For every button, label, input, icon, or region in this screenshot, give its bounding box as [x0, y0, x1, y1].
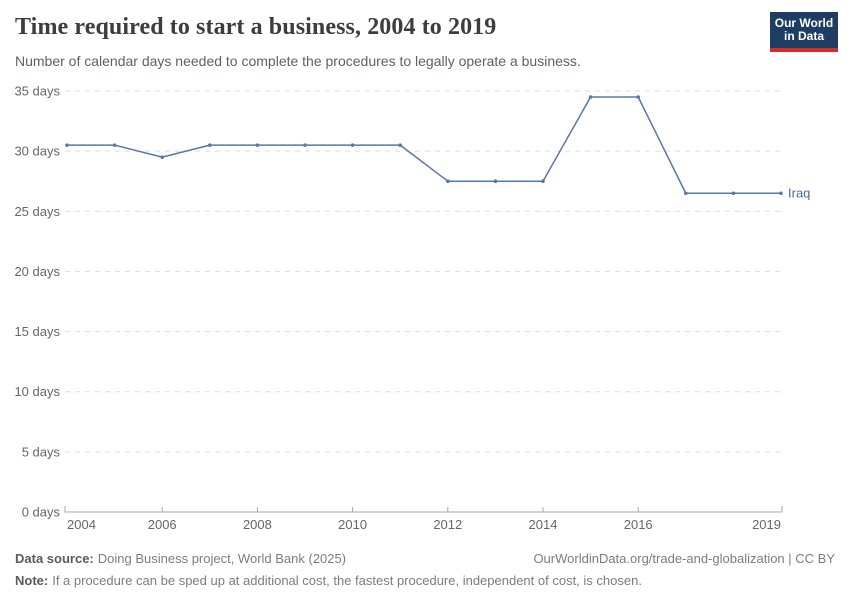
x-tick-label: 2010	[338, 517, 367, 532]
data-point[interactable]	[255, 143, 260, 147]
y-tick-label: 0 days	[22, 505, 61, 520]
data-line[interactable]	[66, 96, 782, 194]
y-tick-label: 25 days	[14, 204, 60, 219]
y-tick-label: 35 days	[14, 84, 60, 99]
x-tick-label: 2014	[529, 517, 558, 532]
owid-logo: Our World in Data	[770, 12, 838, 52]
x-tick-label: 2012	[433, 517, 462, 532]
data-point[interactable]	[65, 143, 69, 147]
x-tick-label: 2019	[752, 517, 781, 532]
data-point[interactable]	[493, 179, 498, 184]
chart-note-label: Note:	[15, 573, 49, 588]
y-tick-label: 30 days	[14, 144, 60, 159]
x-tick-label: 2008	[243, 517, 272, 532]
data-point[interactable]	[446, 179, 450, 184]
data-point[interactable]	[112, 143, 117, 147]
owid-logo-line1: Our World	[774, 16, 834, 30]
x-tick-label: 2004	[67, 517, 96, 532]
data-source-text: Doing Business project, World Bank (2025…	[97, 551, 347, 566]
x-tick-label: 2016	[624, 517, 653, 532]
data-source: Data source: Doing Business project, Worl…	[15, 551, 346, 566]
data-point[interactable]	[160, 155, 164, 159]
owid-url-license: OurWorldinData.org/trade-and-globalizati…	[533, 551, 835, 566]
x-axis-line	[64, 506, 783, 513]
chart-note: Note: If a procedure can be sped up at ad…	[15, 573, 835, 588]
series-end-label[interactable]: Iraq	[788, 186, 810, 201]
y-tick-label: 10 days	[14, 384, 60, 399]
data-point[interactable]	[779, 191, 783, 196]
data-point[interactable]	[208, 143, 212, 147]
chart-footer: Data source: Doing Business project, Worl…	[15, 551, 835, 588]
y-tick-label: 5 days	[22, 444, 61, 459]
chart-subtitle: Number of calendar days needed to comple…	[15, 53, 581, 69]
owid-logo-line2: in Data	[783, 29, 824, 43]
chart-note-text: If a procedure can be sped up at additio…	[52, 573, 642, 588]
data-source-label: Data source:	[15, 551, 94, 566]
data-point[interactable]	[731, 191, 736, 196]
y-tick-label: 20 days	[14, 264, 60, 279]
data-point[interactable]	[303, 143, 307, 147]
page-title: Time required to start a business, 2004 …	[15, 14, 497, 40]
data-point[interactable]	[684, 191, 688, 196]
data-point[interactable]	[350, 143, 355, 147]
x-tick-label: 2006	[148, 517, 177, 532]
data-point[interactable]	[541, 179, 545, 184]
data-point[interactable]	[588, 95, 593, 99]
data-point[interactable]	[398, 143, 403, 147]
y-tick-label: 15 days	[14, 324, 60, 339]
data-point[interactable]	[636, 95, 640, 99]
